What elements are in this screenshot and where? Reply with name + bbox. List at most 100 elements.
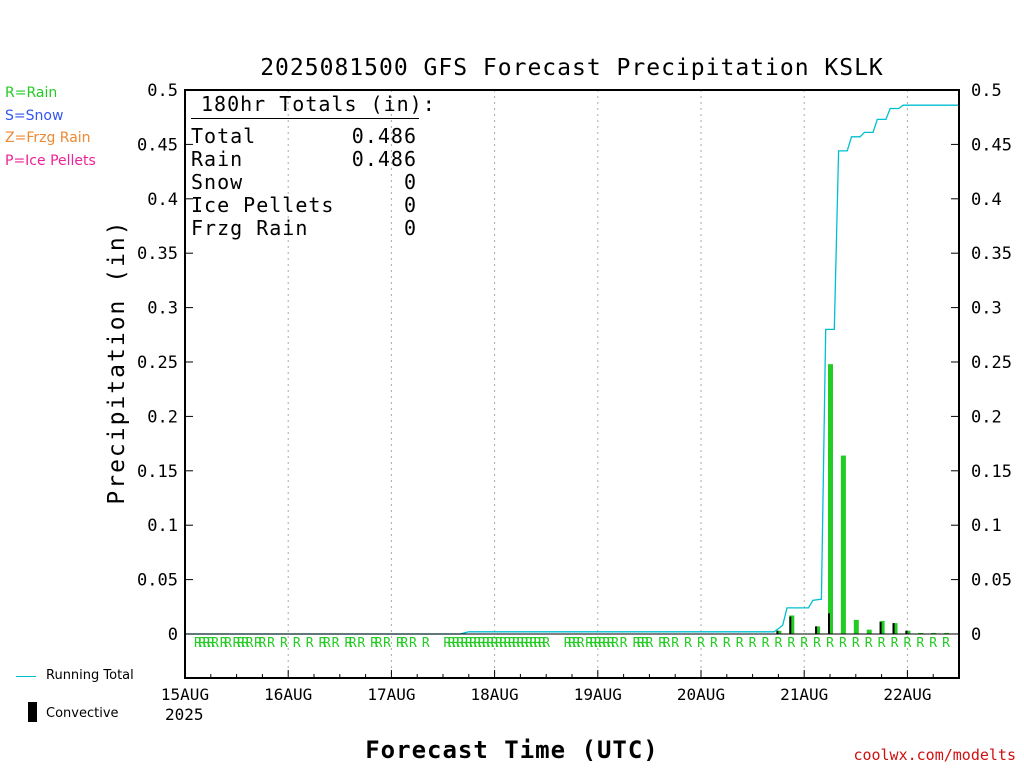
precip-type-mark: R xyxy=(422,636,430,651)
precip-type-mark: R xyxy=(452,636,460,651)
x-tick-label: 17AUG xyxy=(367,685,415,704)
precip-type-mark: R xyxy=(813,636,821,651)
precip-type-mark: R xyxy=(473,636,481,651)
convective-bar xyxy=(828,613,830,634)
totals-label: Frzg Rain xyxy=(191,216,309,240)
y-tick-label-left: 0.1 xyxy=(147,516,178,536)
y-tick-label-left: 0.05 xyxy=(137,571,178,591)
precip-type-mark: R xyxy=(478,636,486,651)
precip-type-mark: R xyxy=(637,636,645,651)
precip-type-mark: R xyxy=(396,636,404,651)
precip-type-mark: R xyxy=(237,636,245,651)
running-total-swatch xyxy=(16,676,36,677)
y-axis-right: 0 0.05 0.1 0.15 0.2 0.25 0.3 0.35 0.4 0.45 0.5 xyxy=(951,81,1012,645)
precip-type-mark: R xyxy=(602,636,610,651)
precip-bar xyxy=(840,455,846,634)
totals-label: Ice Pellets xyxy=(191,193,335,217)
y-tick-label-right: 0.45 xyxy=(971,135,1012,155)
y-tick-label-left: 0.35 xyxy=(137,244,178,264)
precip-type-mark: R xyxy=(516,636,524,651)
precip-type-mark: R xyxy=(865,636,873,651)
precip-type-mark: R xyxy=(590,636,598,651)
precip-bar xyxy=(853,619,859,634)
legend-snow: S=Snow xyxy=(5,107,64,124)
totals-value: 0 xyxy=(403,216,417,240)
precip-bar xyxy=(828,364,833,634)
precip-type-mark: R xyxy=(529,636,537,651)
x-tick-label: 19AUG xyxy=(574,685,622,704)
precip-type-mark: R xyxy=(280,636,288,651)
precip-bar xyxy=(931,632,937,634)
precip-bar xyxy=(776,630,782,634)
convective-swatch xyxy=(28,702,37,722)
y-axis-label: Precipitation (in) xyxy=(104,219,130,504)
convective-bar xyxy=(892,623,895,634)
precip-type-mark: R xyxy=(594,636,602,651)
precip-type-mark: R xyxy=(220,636,228,651)
legend-running-total: Running Total xyxy=(16,668,176,688)
precip-type-mark: R xyxy=(697,636,705,651)
precip-bar xyxy=(918,632,924,634)
precip-type-mark: R xyxy=(762,636,770,651)
precip-type-mark: R xyxy=(207,636,215,651)
precip-type-mark: R xyxy=(538,636,546,651)
precip-type-mark: R xyxy=(504,636,512,651)
y-tick-label-right: 0.4 xyxy=(971,190,1002,210)
precip-type-mark: R xyxy=(306,636,314,651)
precip-type-mark: R xyxy=(787,636,795,651)
precip-type-mark: R xyxy=(852,636,860,651)
precip-type-mark: R xyxy=(839,636,847,651)
legend-rain: R=Rain xyxy=(5,85,58,101)
totals-row-snow: Snow xyxy=(191,170,243,194)
precip-type-mark: R xyxy=(663,636,671,651)
totals-label: Rain xyxy=(191,147,244,171)
totals-row-frzg-rain: Frzg Rain xyxy=(191,216,308,240)
y-tick-label-right: 0.05 xyxy=(971,571,1012,591)
precip-type-mark: R xyxy=(607,636,615,651)
precip-type-mark: R xyxy=(684,636,692,651)
precip-type-mark: R xyxy=(641,636,649,651)
precip-type-mark: R xyxy=(671,636,679,651)
precip-type-mark: R xyxy=(891,636,899,651)
totals-label: Snow xyxy=(191,170,244,194)
convective-bar xyxy=(789,616,792,634)
precip-type-mark: R xyxy=(319,636,327,651)
y-axis-left: 0 0.05 0.1 0.15 0.2 0.25 0.3 0.35 0.4 0.45 0.5 xyxy=(137,81,193,645)
totals-row-ice-pellets: Ice Pellets xyxy=(191,193,334,217)
y-tick-label-left: 0.45 xyxy=(137,135,178,155)
x-tick-label: 20AUG xyxy=(677,685,725,704)
precip-type-mark: R xyxy=(258,636,266,651)
legend-frzg-rain: Z=Frzg Rain xyxy=(5,130,91,146)
precip-bar xyxy=(905,630,911,634)
precip-type-mark: R xyxy=(491,636,499,651)
precip-type-mark: R xyxy=(203,636,211,651)
precip-type-mark: R xyxy=(495,636,503,651)
y-tick-label-left: 0.2 xyxy=(147,407,178,427)
precip-type-mark: R xyxy=(469,636,477,651)
y-tick-label-right: 0.15 xyxy=(971,462,1012,482)
precip-type-mark: R xyxy=(254,636,262,651)
precip-type-mark: R xyxy=(344,636,352,651)
precip-type-mark: R xyxy=(611,636,619,651)
precip-type-mark: R xyxy=(942,636,950,651)
vertical-gridlines xyxy=(287,90,908,678)
y-tick-label-left: 0.25 xyxy=(137,353,178,373)
precip-type-mark: R xyxy=(456,636,464,651)
precip-type-mark: R xyxy=(542,636,550,651)
totals-value: 0 xyxy=(403,193,417,217)
precip-type-mark: R xyxy=(241,636,249,651)
precip-type-mark: R xyxy=(443,636,451,651)
y-tick-label-right: 0.3 xyxy=(971,299,1002,319)
convective-bar xyxy=(776,630,779,634)
precip-type-mark: R xyxy=(400,636,408,651)
precip-bars xyxy=(776,364,950,634)
y-tick-label-left: 0.4 xyxy=(147,190,178,210)
precip-type-legend: R=Rain S=Snow Z=Frzg Rain P=Ice Pellets xyxy=(5,82,96,172)
totals-header: 180hr Totals (in): xyxy=(201,92,436,116)
legend-ice-pellets: P=Ice Pellets xyxy=(5,152,96,169)
y-tick-label-left: 0.5 xyxy=(147,81,178,101)
precip-type-mark: R xyxy=(375,636,383,651)
